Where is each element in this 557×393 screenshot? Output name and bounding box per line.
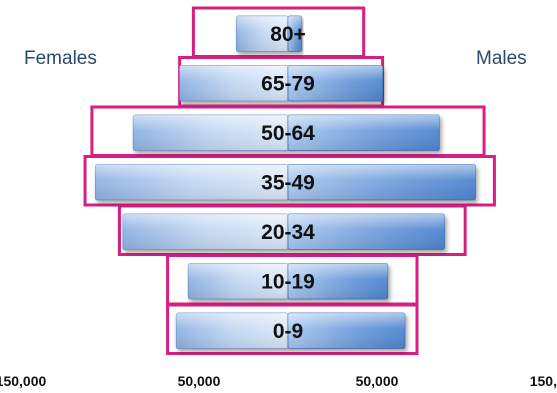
age-label-50-64: 50-64 (261, 122, 315, 145)
bar-layer (94, 15, 476, 349)
female-bar-shine-35-49 (95, 164, 288, 200)
age-label-0-9: 0-9 (273, 320, 303, 343)
age-label-20-34: 20-34 (261, 221, 315, 244)
female-bar-shine-10-19 (188, 263, 288, 299)
female-bar-shine-20-34 (122, 214, 288, 250)
male-bar-shine-0-9 (288, 313, 405, 349)
females-label: Females (24, 48, 97, 69)
male-bar-shine-50-64 (288, 115, 440, 151)
age-label-10-19: 10-19 (261, 270, 315, 293)
age-label-layer: 80+ 65-79 50-64 35-49 20-34 10-19 0-9 (261, 23, 315, 343)
x-tick-label: 50,000 (356, 373, 399, 389)
x-tick-label: 150,000 (0, 373, 46, 389)
male-bar-shine-35-49 (288, 164, 476, 200)
age-label-35-49: 35-49 (261, 171, 315, 194)
male-bar-shine-10-19 (288, 263, 388, 299)
outline-frame-0-9 (166, 303, 419, 355)
male-bar-shine-65-79 (288, 65, 383, 101)
age-label-80+: 80+ (270, 23, 306, 46)
female-bar-shine-50-64 (133, 115, 288, 151)
male-bar-shine-20-34 (288, 214, 445, 250)
males-label: Males (476, 48, 527, 69)
male-bar-shine-80+ (288, 16, 302, 52)
x-tick-label: 50,000 (178, 373, 221, 389)
x-tick-label: 150,000 (530, 373, 557, 389)
outline-layer (83, 6, 496, 355)
female-bar-shine-0-9 (176, 313, 288, 349)
female-bar-shine-65-79 (179, 65, 288, 101)
age-label-65-79: 65-79 (261, 72, 315, 95)
x-axis-ticks: 150,000 50,000 50,000 150,000 (0, 373, 557, 389)
female-bar-shine-80+ (236, 16, 288, 52)
